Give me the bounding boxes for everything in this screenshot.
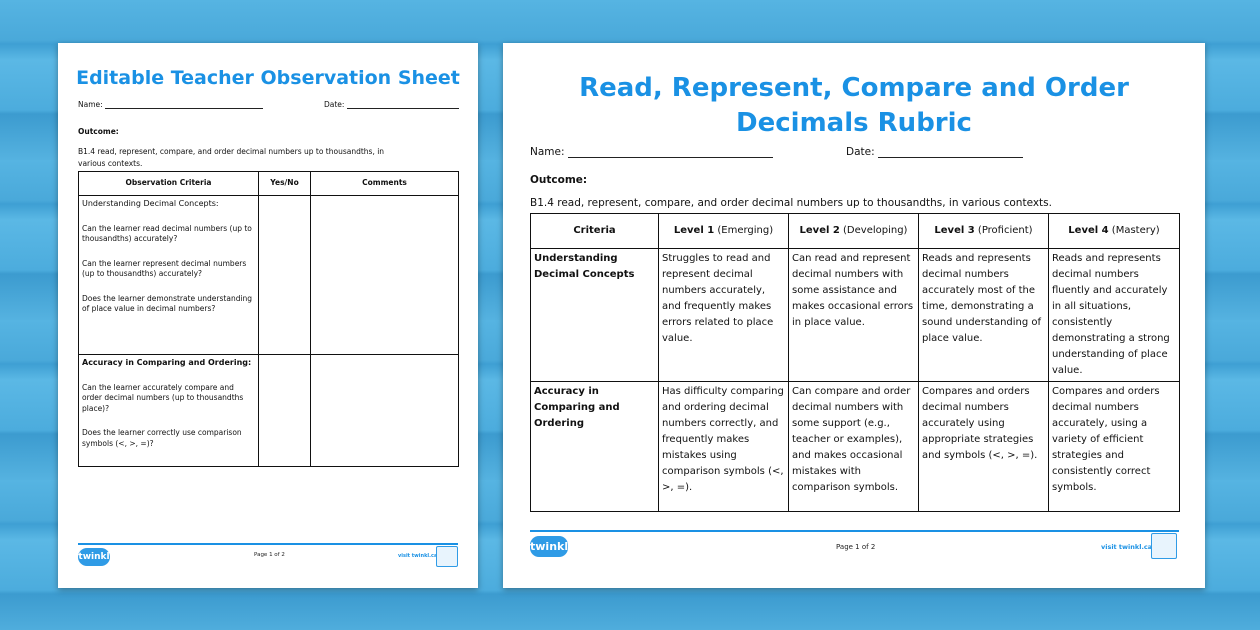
visit-link[interactable]: visit twinkl.ca [398,553,438,559]
date-label: Date: [324,100,345,109]
rubric-table: Criteria Level 1 (Emerging) Level 2 (Dev… [530,213,1180,512]
header-criteria: Observation Criteria [78,171,259,196]
yes-no-cell[interactable] [258,195,311,355]
twinkl-logo: twinkl [78,548,110,566]
title-line-2: Decimals Rubric [736,108,972,138]
name-field[interactable]: Name: [530,146,773,158]
criteria-heading: Understanding Decimal Concepts: [82,199,219,208]
yes-no-cell[interactable] [258,354,311,467]
criteria-cell: Understanding Decimal Concepts [530,248,659,382]
level-1-cell: Struggles to read and represent decimal … [658,248,789,382]
name-label: Name: [530,146,565,158]
outcome-label: Outcome: [530,174,588,186]
question: Can the learner represent decimal number… [82,258,247,279]
outcome-text: B1.4 read, represent, compare, and order… [78,147,385,168]
question: Does the learner demonstrate understandi… [82,293,253,314]
level-2-cell: Can read and represent decimal numbers w… [788,248,919,382]
title-line-1: Read, Represent, Compare and Order [579,73,1129,103]
table-row: Understanding Decimal Concepts: Can the … [78,195,459,355]
criteria-heading: Accuracy in Comparing and Ordering: [82,358,252,367]
page-number: Page 1 of 2 [254,552,285,558]
comments-cell[interactable] [310,354,459,467]
page-title: Read, Represent, Compare and Order Decim… [503,71,1205,141]
table-row: Accuracy in Comparing and Ordering: Can … [78,354,459,467]
footer-divider [530,530,1179,532]
level-3-cell: Compares and orders decimal numbers accu… [918,381,1049,512]
header-level-2: Level 2 (Developing) [788,213,919,249]
header-level-4: Level 4 (Mastery) [1048,213,1180,249]
footer-divider [78,543,458,545]
level-3-cell: Reads and represents decimal numbers acc… [918,248,1049,382]
date-field[interactable]: Date: [324,100,459,109]
observation-table: Observation Criteria Yes/No Comments Und… [78,171,459,467]
question: Can the learner accurately compare and o… [82,382,244,413]
quality-badge-icon [1151,533,1177,559]
table-row: Accuracy in Comparing and Ordering Has d… [530,381,1180,512]
level-1-cell: Has difficulty comparing and ordering de… [658,381,789,512]
question: Can the learner read decimal numbers (up… [82,223,252,244]
table-row: Understanding Decimal Concepts Struggles… [530,248,1180,382]
page-number: Page 1 of 2 [836,543,876,551]
quality-badge-icon [436,546,458,567]
date-label: Date: [846,146,875,158]
twinkl-logo: twinkl [530,536,568,557]
visit-link[interactable]: visit twinkl.ca [1101,543,1153,551]
outcome-label: Outcome: [78,127,119,136]
page-title: Editable Teacher Observation Sheet [76,67,460,89]
rubric-page: Read, Represent, Compare and Order Decim… [503,43,1205,588]
level-2-cell: Can compare and order decimal numbers wi… [788,381,919,512]
header-level-1: Level 1 (Emerging) [658,213,789,249]
question: Does the learner correctly use compariso… [82,428,242,448]
name-label: Name: [78,100,103,109]
header-criteria: Criteria [530,213,659,249]
observation-sheet-page: Editable Teacher Observation Sheet Name:… [58,43,478,588]
criteria-cell: Accuracy in Comparing and Ordering [530,381,659,512]
comments-cell[interactable] [310,195,459,355]
outcome-text: B1.4 read, represent, compare, and order… [530,197,1052,209]
date-field[interactable]: Date: [846,146,1023,158]
header-level-3: Level 3 (Proficient) [918,213,1049,249]
level-4-cell: Reads and represents decimal numbers flu… [1048,248,1180,382]
header-comments: Comments [310,171,459,196]
name-field[interactable]: Name: [78,100,264,109]
level-4-cell: Compares and orders decimal numbers accu… [1048,381,1180,512]
header-yes-no: Yes/No [258,171,311,196]
